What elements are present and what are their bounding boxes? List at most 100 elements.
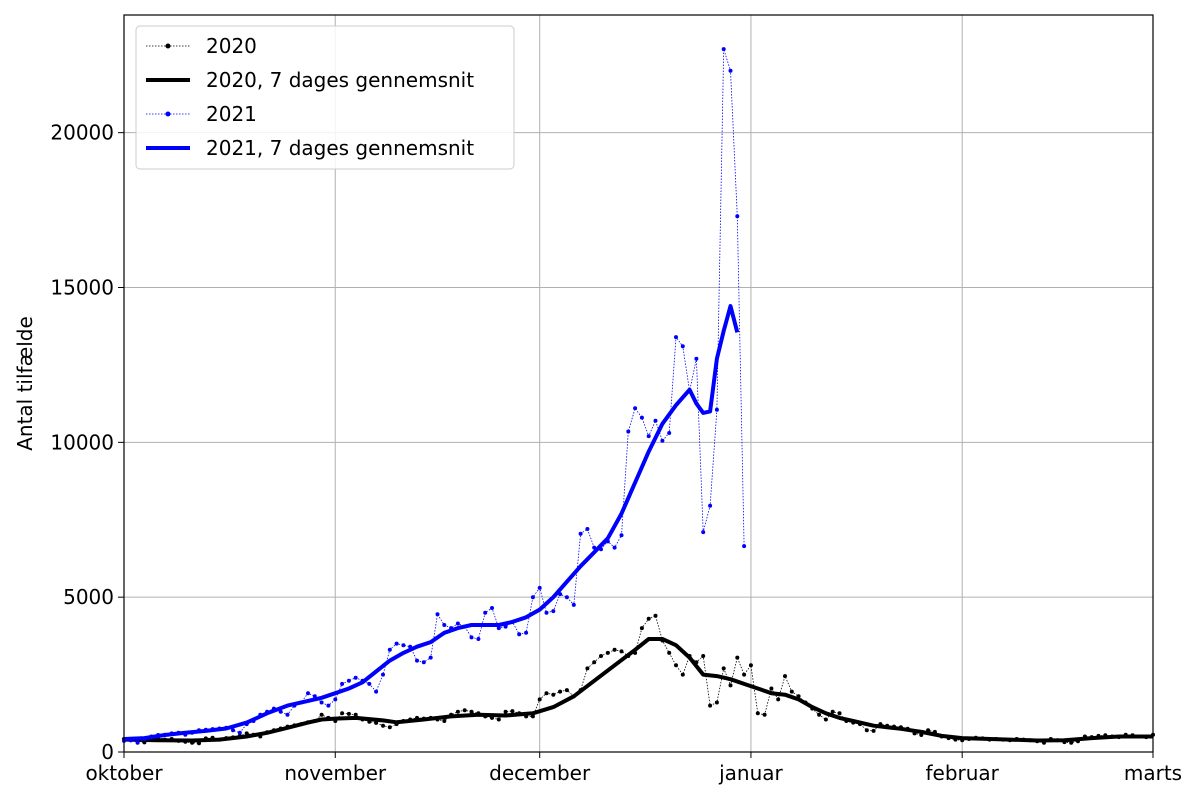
daily-point (135, 740, 140, 745)
daily-point (667, 650, 672, 655)
x-tick-label: januar (718, 761, 783, 785)
daily-point (721, 47, 726, 52)
daily-point (680, 344, 685, 349)
daily-point (394, 641, 399, 646)
daily-point (517, 632, 522, 637)
y-tick-label: 0 (101, 740, 114, 764)
daily-point (680, 672, 685, 677)
daily-point (319, 700, 324, 705)
legend-label: 2020, 7 dages gennemsnit (206, 68, 474, 92)
daily-cases-line (123, 615, 1154, 744)
legend-box (135, 25, 515, 170)
daily-point (578, 531, 583, 536)
legend-label: 2021, 7 dages gennemsnit (206, 136, 474, 160)
daily-point (469, 635, 474, 640)
daily-point (442, 623, 447, 627)
daily-point (558, 689, 563, 694)
legend-marker (165, 111, 171, 117)
daily-point (319, 712, 324, 717)
daily-point (544, 691, 549, 696)
daily-point (674, 663, 678, 668)
daily-point (701, 654, 706, 658)
daily-point (237, 730, 242, 735)
x-tick-label: december (489, 761, 591, 785)
average-line (123, 304, 740, 741)
daily-point (544, 610, 549, 615)
daily-point (612, 647, 617, 652)
daily-point (769, 686, 774, 691)
daily-point (496, 717, 501, 722)
y-tick-label: 20000 (50, 121, 114, 145)
daily-point (476, 637, 481, 641)
daily-point (585, 527, 590, 531)
daily-point (483, 610, 488, 615)
daily-point (551, 692, 556, 697)
daily-point (571, 602, 576, 607)
daily-point (619, 649, 624, 654)
daily-point (674, 335, 678, 340)
daily-point (646, 434, 651, 439)
daily-point (762, 712, 767, 717)
daily-point (742, 544, 747, 549)
daily-point (783, 674, 787, 679)
daily-point (660, 438, 665, 443)
daily-point (653, 418, 658, 423)
daily-point (510, 709, 515, 714)
daily-point (728, 68, 733, 73)
grid-lines (123, 15, 1154, 753)
daily-point (551, 609, 556, 614)
daily-point (864, 728, 869, 733)
daily-point (346, 678, 351, 683)
daily-point (728, 683, 733, 688)
daily-point (626, 429, 631, 434)
y-axis: 0 5000 10000 15000 20000 (50, 121, 124, 764)
daily-point (708, 503, 713, 508)
daily-point (340, 681, 345, 686)
daily-point (639, 415, 644, 420)
daily-point (694, 356, 699, 361)
daily-point (837, 711, 842, 716)
daily-point (605, 650, 610, 655)
legend-label: 2020 (206, 34, 257, 58)
daily-point (667, 431, 672, 435)
legend-item: 2020 (146, 34, 257, 58)
plot-frame (123, 14, 1154, 753)
daily-point (789, 689, 794, 694)
y-axis-label: Antal tilfælde (13, 316, 37, 451)
daily-point (748, 663, 753, 668)
daily-point (708, 703, 713, 708)
legend-item: 2021, 7 dages gennemsnit (146, 136, 474, 160)
daily-point (823, 717, 828, 722)
x-tick-label: marts (1124, 761, 1182, 785)
daily-point (455, 621, 460, 626)
daily-point (333, 697, 338, 702)
daily-point (374, 720, 379, 725)
daily-point (367, 681, 372, 686)
x-axis: oktober november december januar februar mart… (85, 752, 1182, 785)
daily-point (381, 672, 385, 677)
daily-point (401, 643, 406, 648)
daily-point (353, 675, 358, 680)
daily-point (537, 697, 542, 702)
daily-point (653, 613, 658, 618)
x-tick-label: februar (925, 761, 999, 785)
daily-point (592, 660, 597, 665)
daily-point (455, 709, 460, 714)
daily-point (346, 711, 351, 716)
average-line (123, 637, 1153, 743)
daily-point (564, 595, 569, 600)
daily-point (619, 533, 624, 538)
daily-point (755, 711, 760, 716)
daily-point (326, 703, 331, 708)
legend-item: 2021 (146, 102, 257, 126)
series-layer (122, 47, 1155, 746)
series-3 (123, 304, 740, 741)
legend-label: 2021 (206, 102, 257, 126)
daily-point (374, 689, 379, 694)
daily-point (585, 666, 590, 671)
x-tick-label: november (284, 761, 387, 785)
y-tick-label: 10000 (50, 430, 114, 454)
daily-point (830, 709, 835, 714)
daily-point (387, 725, 392, 730)
